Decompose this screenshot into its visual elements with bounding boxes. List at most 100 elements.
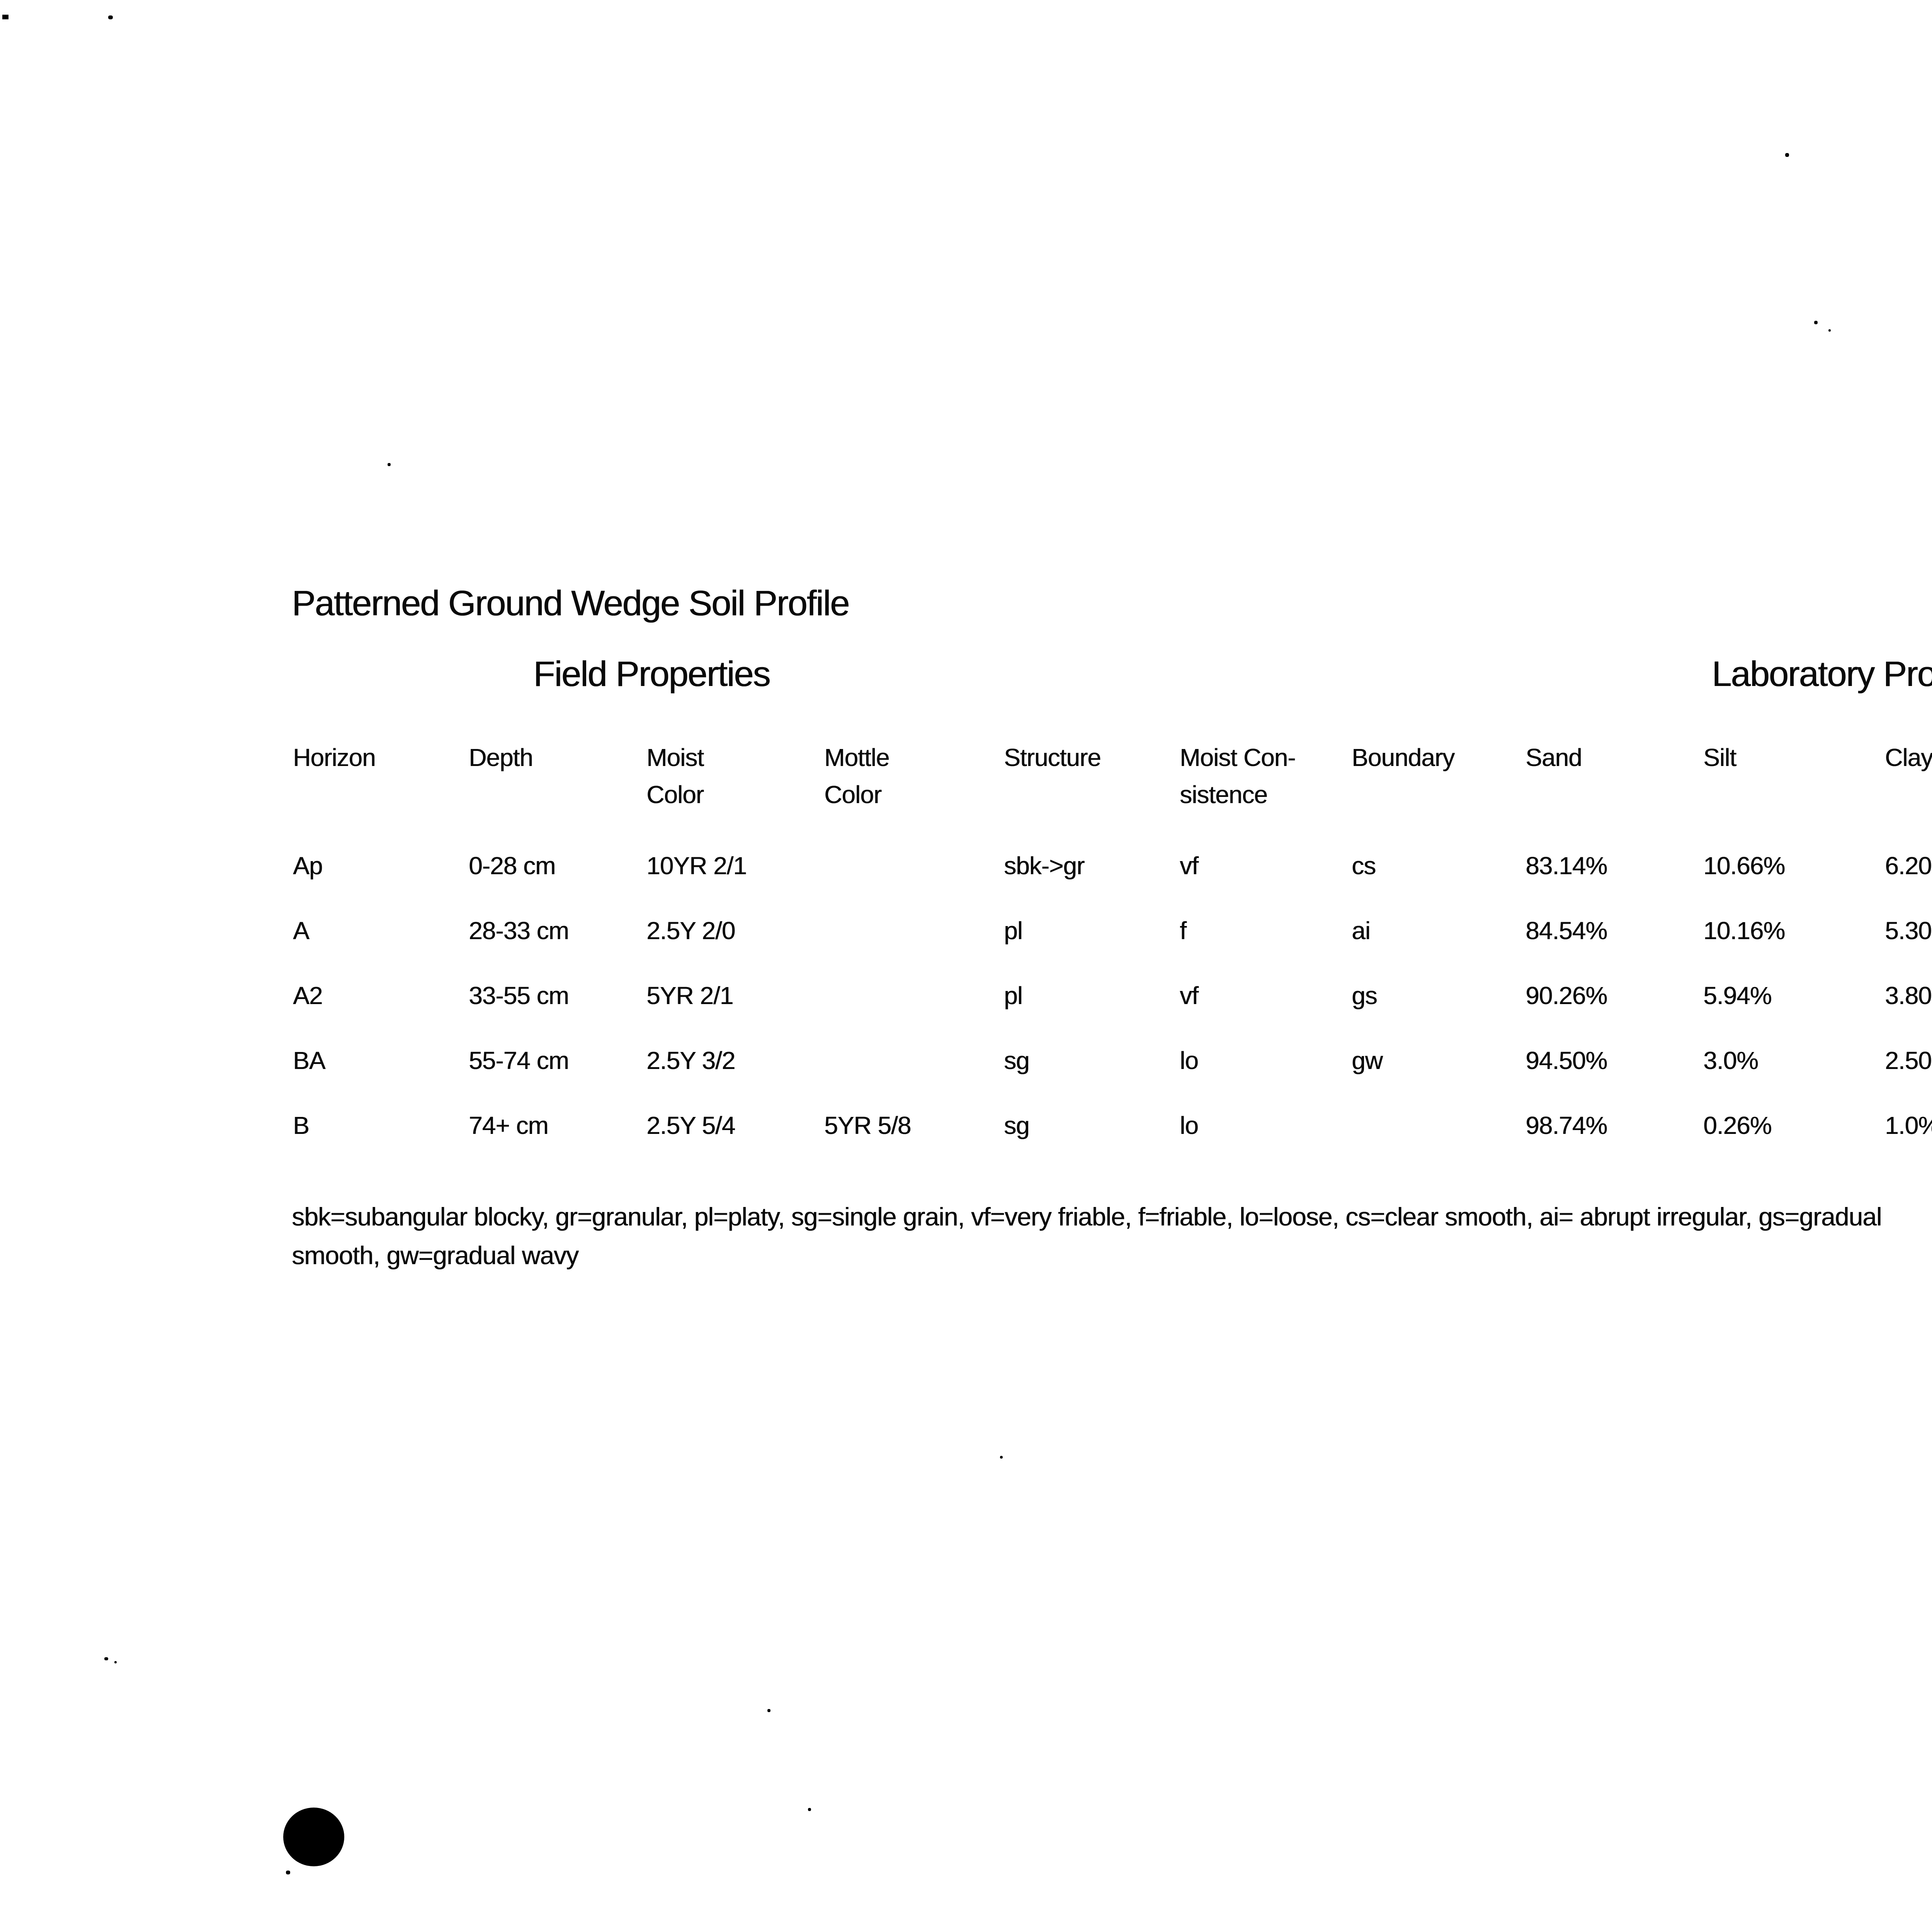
column-header-depth: Depth	[469, 739, 646, 847]
footnote-line-2: smooth, gw=gradual wavy	[292, 1241, 579, 1270]
cell-text: A	[293, 917, 310, 945]
table-cell: 3.80%	[1885, 977, 1932, 1042]
cell-text: 83.14%	[1526, 852, 1607, 880]
cell-text: 2.5Y 3/2	[646, 1047, 735, 1074]
table-cell: pl	[1004, 977, 1180, 1042]
cell-text: 84.54%	[1526, 917, 1607, 945]
soil-profile-table: Horizon Depth Moist Color Mottle Color Structu…	[293, 739, 1932, 1172]
table-cell: 5.94%	[1703, 977, 1885, 1042]
section-heading-field-properties: Field Properties	[533, 654, 770, 694]
table-cell: 2.5Y 5/4	[646, 1107, 824, 1172]
table-cell	[824, 977, 1004, 1042]
header-line: Moist	[646, 744, 704, 771]
cell-text: 10.16%	[1703, 917, 1785, 945]
table-cell: 1.0%	[1885, 1107, 1932, 1172]
cell-text: pl	[1004, 982, 1023, 1009]
cell-text: 28-33 cm	[469, 917, 569, 945]
cell-text: A2	[293, 982, 323, 1009]
cell-text: 3.80%	[1885, 982, 1932, 1009]
scan-speck	[1814, 321, 1818, 324]
cell-text: 5YR 5/8	[824, 1112, 911, 1139]
header-line: sistence	[1180, 781, 1268, 809]
scan-speck	[1000, 1456, 1003, 1459]
table-cell: lo	[1180, 1042, 1352, 1107]
cell-text: 2.50%	[1885, 1047, 1932, 1074]
cell-text: 1.0%	[1885, 1112, 1932, 1139]
cell-text: lo	[1180, 1047, 1199, 1074]
cell-text: gs	[1352, 982, 1378, 1009]
column-header-horizon: Horizon	[293, 739, 469, 847]
scan-speck	[286, 1871, 290, 1874]
table-cell: 2.5Y 3/2	[646, 1042, 824, 1107]
table-cell: 55-74 cm	[469, 1042, 646, 1107]
cell-text: 55-74 cm	[469, 1047, 569, 1074]
column-header-mottle: Mottle Color	[824, 739, 1004, 847]
cell-text: sg	[1004, 1047, 1030, 1074]
column-header-silt: Silt	[1703, 739, 1885, 847]
table-cell: sg	[1004, 1042, 1180, 1107]
cell-text: Ap	[293, 852, 323, 880]
table-cell	[824, 1042, 1004, 1107]
table-cell: cs	[1352, 847, 1526, 912]
scan-speck	[1785, 153, 1789, 157]
column-header-clay: Clay	[1885, 739, 1932, 847]
cell-text: 74+ cm	[469, 1112, 549, 1139]
cell-text: ai	[1352, 917, 1371, 945]
table-cell: sg	[1004, 1107, 1180, 1172]
cell-text: sg	[1004, 1112, 1030, 1139]
table-cell: 10.66%	[1703, 847, 1885, 912]
table-cell: ai	[1352, 912, 1526, 977]
scan-speck	[1828, 329, 1831, 332]
cell-text: vf	[1180, 852, 1199, 880]
table-cell: 98.74%	[1526, 1107, 1703, 1172]
cell-text: 2.5Y 5/4	[646, 1112, 735, 1139]
header-line: Moist Con-	[1180, 744, 1296, 771]
header-line: Silt	[1703, 744, 1736, 771]
table-cell: lo	[1180, 1107, 1352, 1172]
column-header-structure: Structure	[1004, 739, 1180, 847]
table-cell: 6.20%	[1885, 847, 1932, 912]
table-cell: 90.26%	[1526, 977, 1703, 1042]
table-cell: 5YR 2/1	[646, 977, 824, 1042]
cell-text: sbk->gr	[1004, 852, 1085, 880]
table-cell: vf	[1180, 847, 1352, 912]
cell-text: gw	[1352, 1047, 1383, 1074]
table-cell: f	[1180, 912, 1352, 977]
table-cell: sbk->gr	[1004, 847, 1180, 912]
cell-text: 5YR 2/1	[646, 982, 733, 1009]
cell-text: vf	[1180, 982, 1199, 1009]
cell-text: 0.26%	[1703, 1112, 1772, 1139]
cell-text: B	[293, 1112, 310, 1139]
cell-text: 5.30%	[1885, 917, 1932, 945]
cell-text: 10.66%	[1703, 852, 1785, 880]
footnote-line-1: sbk=subangular blocky, gr=granular, pl=p…	[292, 1202, 1882, 1231]
table-cell	[824, 847, 1004, 912]
cell-text: 3.0%	[1703, 1047, 1759, 1074]
row-horizon-label: B	[293, 1107, 469, 1172]
cell-text: cs	[1352, 852, 1376, 880]
scan-speck	[767, 1709, 770, 1712]
table-cell: 33-55 cm	[469, 977, 646, 1042]
header-line: Boundary	[1352, 744, 1455, 771]
table-cell: 74+ cm	[469, 1107, 646, 1172]
row-horizon-label: A	[293, 912, 469, 977]
table-cell: 0-28 cm	[469, 847, 646, 912]
cell-text: f	[1180, 917, 1187, 945]
table-cell	[824, 912, 1004, 977]
column-header-sand: Sand	[1526, 739, 1703, 847]
table-cell: 2.50%	[1885, 1042, 1932, 1107]
header-line: Sand	[1526, 744, 1582, 771]
header-line: Structure	[1004, 744, 1101, 771]
cell-text: 90.26%	[1526, 982, 1607, 1009]
cell-text: pl	[1004, 917, 1023, 945]
table-cell: vf	[1180, 977, 1352, 1042]
table-cell: 28-33 cm	[469, 912, 646, 977]
cell-text: 6.20%	[1885, 852, 1932, 880]
section-heading-laboratory-properties: Laboratory Properties	[1712, 654, 1932, 694]
scan-speck	[114, 1661, 117, 1663]
punch-hole-mark-left	[283, 1808, 344, 1866]
row-horizon-label: Ap	[293, 847, 469, 912]
scan-speck	[388, 463, 391, 466]
scan-speck	[104, 1657, 108, 1660]
